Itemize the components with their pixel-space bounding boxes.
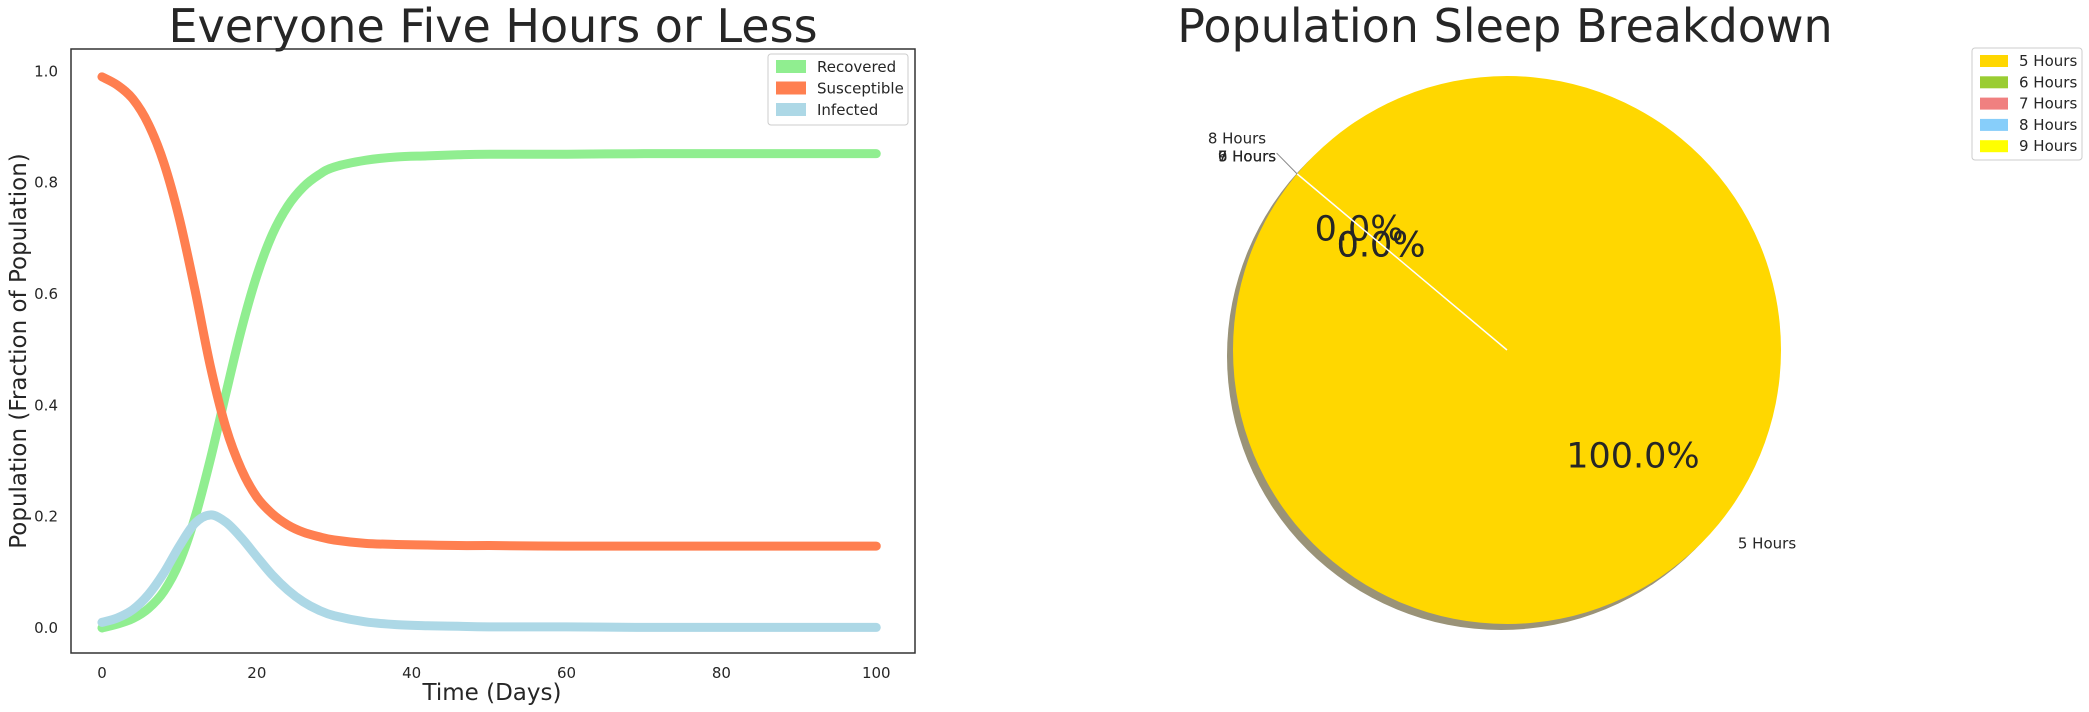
- series-line-infected: [97, 510, 881, 632]
- line-chart-title: Everyone Five Hours or Less: [168, 0, 817, 53]
- pie-slices-group: 5 Hours 100.0% 6 Hours 0.0% 7 Hours 0.0% 8 Hou…: [1208, 76, 1796, 630]
- legend-label-susceptible: Susceptible: [817, 80, 904, 98]
- x-axis-ticks: 0 20 40 60 80 100: [97, 664, 890, 682]
- pie-chart: Population Sleep Breakdown 5 Hours 100.0%…: [1177, 0, 2083, 630]
- pie-legend-label-5-hours: 5 Hours: [2019, 52, 2077, 70]
- legend-label-infected: Infected: [817, 101, 878, 119]
- pie-label-9-hours: 9 Hours: [1218, 147, 1276, 165]
- pie-slice-edge: [1296, 173, 1508, 351]
- pie-leader-line: [1276, 152, 1298, 175]
- y-axis-ticks: 0.0 0.2 0.4 0.6 0.8 1.0: [34, 62, 58, 637]
- x-tick-label: 20: [247, 664, 266, 682]
- pie-label-7-hours: 7 Hours: [1218, 147, 1276, 165]
- pie-legend-swatch-7-hours: [1980, 97, 2008, 110]
- pie-pct-7-hours: 0.0%: [1337, 225, 1426, 265]
- pie-pct-5-hours: 100.0%: [1566, 437, 1699, 477]
- legend-label-recovered: Recovered: [817, 58, 896, 76]
- pie-legend-swatch-5-hours: [1980, 55, 2008, 67]
- pie-chart-title: Population Sleep Breakdown: [1177, 0, 1832, 53]
- y-tick-label: 1.0: [34, 62, 58, 80]
- pie-label-8-hours: 8 Hours: [1208, 129, 1266, 147]
- pie-legend-swatch-8-hours: [1980, 118, 2008, 131]
- pie-legend-label-8-hours: 8 Hours: [2019, 116, 2077, 134]
- x-tick-label: 40: [402, 664, 421, 682]
- line-chart-plot-frame: [70, 48, 916, 654]
- series-line-recovered: [97, 149, 881, 633]
- pie-label-5-hours: 5 Hours: [1738, 535, 1796, 553]
- pie-legend-label-7-hours: 7 Hours: [2019, 95, 2077, 113]
- y-tick-label: 0.0: [34, 619, 58, 637]
- x-tick-label: 60: [557, 664, 576, 682]
- pie-legend-swatch-9-hours: [1980, 140, 2008, 153]
- y-tick-label: 0.6: [34, 285, 58, 303]
- legend-swatch-susceptible: [776, 81, 806, 95]
- y-tick-label: 0.4: [34, 396, 58, 414]
- y-tick-label: 0.2: [34, 508, 58, 526]
- x-tick-label: 100: [862, 664, 891, 682]
- line-chart: Everyone Five Hours or Less 0 20 40 60 80 100…: [6, 0, 916, 706]
- legend-swatch-recovered: [776, 60, 806, 73]
- pie-legend-label-9-hours: 9 Hours: [2019, 137, 2077, 155]
- line-series-group: [97, 72, 881, 633]
- pie-pct-8-hours: 0.0%: [1315, 209, 1404, 249]
- pie-label-6-hours: 6 Hours: [1218, 147, 1276, 165]
- y-axis-label: Population (Fraction of Population): [6, 153, 32, 549]
- series-line-susceptible: [97, 72, 881, 551]
- x-tick-label: 0: [97, 664, 107, 682]
- line-chart-legend: Recovered Susceptible Infected: [767, 53, 909, 126]
- x-tick-label: 80: [712, 664, 731, 682]
- pie-chart-legend: 5 Hours 6 Hours 7 Hours 8 Hours 9 Hours: [1971, 47, 2083, 161]
- legend-swatch-infected: [776, 103, 806, 116]
- pie-legend-swatch-6-hours: [1980, 76, 2008, 89]
- pie-legend-frame: [1971, 47, 2083, 161]
- pie-pct-6-hours: 0.0%: [1337, 225, 1426, 265]
- pie-legend-label-6-hours: 6 Hours: [2019, 73, 2077, 91]
- x-axis-label: Time (Days): [422, 680, 562, 706]
- y-tick-label: 0.8: [34, 174, 58, 192]
